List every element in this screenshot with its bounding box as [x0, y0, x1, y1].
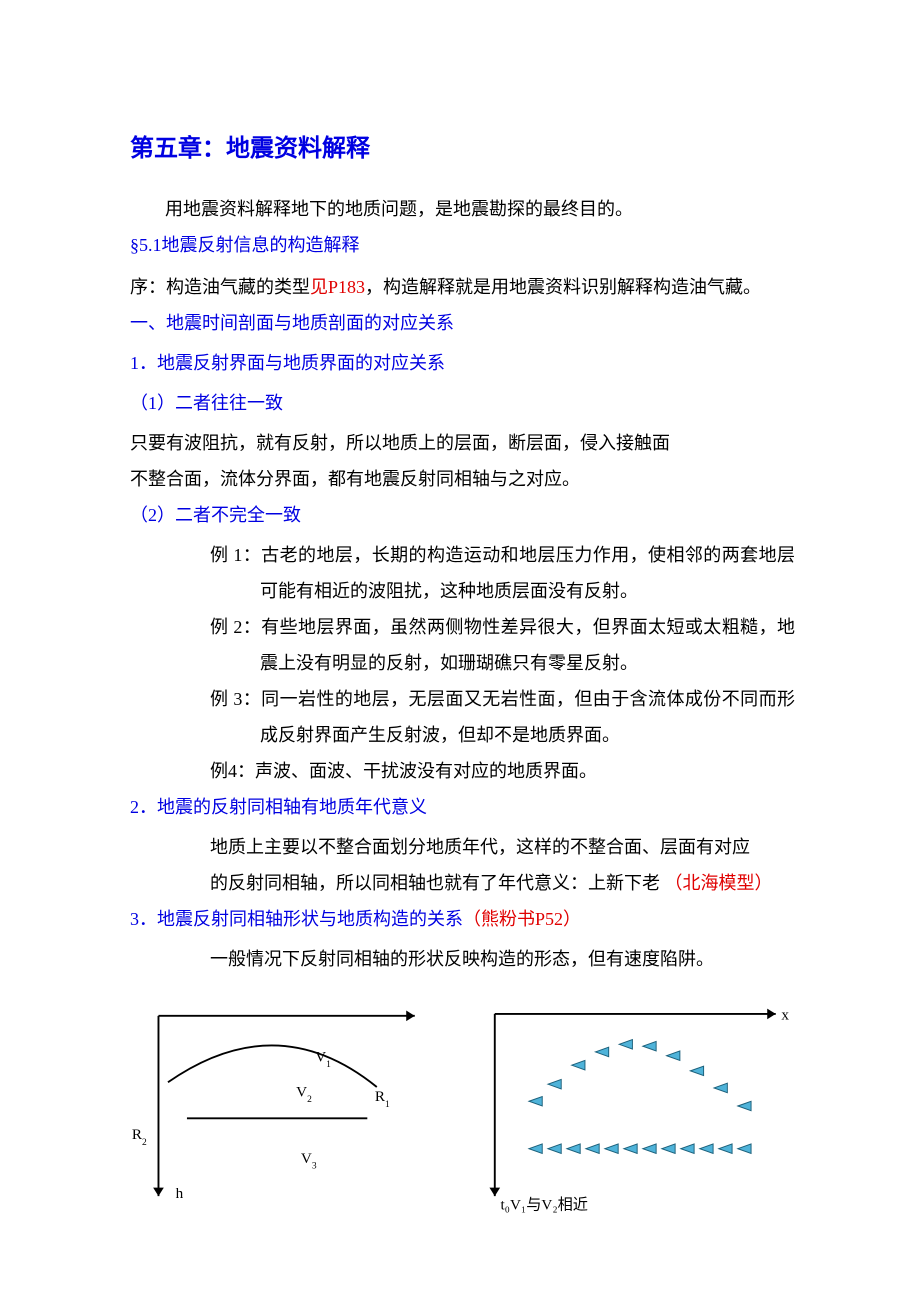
- example-1: 例 1：古老的地层，长期的构造运动和地层压力作用，使相邻的两套地层可能有相近的波…: [130, 537, 795, 609]
- sub-1-2-title: （2）二者不完全一致: [130, 497, 795, 533]
- svg-text:V1: V1: [315, 1048, 331, 1070]
- diagram-left: h V1V2 V3 R1 R2: [130, 991, 424, 1221]
- point-3-red: （熊粉书P52）: [463, 909, 581, 929]
- preface-red-ref: 见P183: [310, 277, 365, 297]
- example-3: 例 3：同一岩性的地层，无层面又无岩性面，但由于含流体成份不同而形成反射界面产生…: [130, 681, 795, 753]
- diagram-right: x t₀V₁与V₂相近: [472, 991, 795, 1221]
- document-page: 第五章：地震资料解释 用地震资料解释地下的地质问题，是地震勘探的最终目的。 §5…: [0, 0, 920, 1302]
- svg-text:x: x: [782, 1007, 790, 1024]
- body-1-1a: 只要有波阻抗，就有反射，所以地质上的层面，断层面，侵入接触面: [130, 425, 795, 461]
- body-2b: 的反射同相轴，所以同相轴也就有了年代意义：上新下老 （北海模型）: [130, 865, 795, 901]
- preface-suffix: ，构造解释就是用地震资料识别解释构造油气藏。: [365, 277, 761, 297]
- svg-text:t₀V₁与V₂相近: t₀V₁与V₂相近: [501, 1196, 589, 1213]
- point-3-title: 3．地震反射同相轴形状与地质构造的关系（熊粉书P52）: [130, 901, 795, 937]
- svg-text:h: h: [176, 1185, 184, 1202]
- body-3: 一般情况下反射同相轴的形状反映构造的形态，但有速度陷阱。: [130, 941, 795, 977]
- chapter-title: 第五章：地震资料解释: [130, 125, 795, 173]
- body-2b-prefix: 的反射同相轴，所以同相轴也就有了年代意义：上新下老: [210, 873, 665, 893]
- point-3-prefix: 3．地震反射同相轴形状与地质构造的关系: [130, 909, 463, 929]
- body-2b-red: （北海模型）: [665, 873, 773, 893]
- sub-1-1-title: （1）二者往往一致: [130, 385, 795, 421]
- intro-paragraph: 用地震资料解释地下的地质问题，是地震勘探的最终目的。: [130, 191, 795, 227]
- svg-text:R2: R2: [132, 1126, 147, 1148]
- svg-text:R1: R1: [375, 1088, 390, 1110]
- example-4: 例4：声波、面波、干扰波没有对应的地质界面。: [130, 753, 795, 789]
- body-2a: 地质上主要以不整合面划分地质年代，这样的不整合面、层面有对应: [130, 829, 795, 865]
- preface-line: 序：构造油气藏的类型见P183，构造解释就是用地震资料识别解释构造油气藏。: [130, 269, 795, 305]
- body-1-1b: 不整合面，流体分界面，都有地震反射同相轴与之对应。: [130, 461, 795, 497]
- topic-1-title: 一、地震时间剖面与地质剖面的对应关系: [130, 305, 795, 341]
- preface-prefix: 序：构造油气藏的类型: [130, 277, 310, 297]
- diagram-row: h V1V2 V3 R1 R2 x t₀V₁与V₂相近: [130, 991, 795, 1221]
- svg-text:V3: V3: [301, 1150, 317, 1172]
- svg-text:V2: V2: [296, 1084, 312, 1106]
- section-5-1-title: §5.1地震反射信息的构造解释: [130, 227, 795, 263]
- point-1-title: 1．地震反射界面与地质界面的对应关系: [130, 345, 795, 381]
- example-2: 例 2：有些地层界面，虽然两侧物性差异很大，但界面太短或太粗糙，地震上没有明显的…: [130, 609, 795, 681]
- body-2a-text: 地质上主要以不整合面划分地质年代，这样的不整合面、层面有对应: [210, 837, 750, 857]
- point-2-title: 2．地震的反射同相轴有地质年代意义: [130, 789, 795, 825]
